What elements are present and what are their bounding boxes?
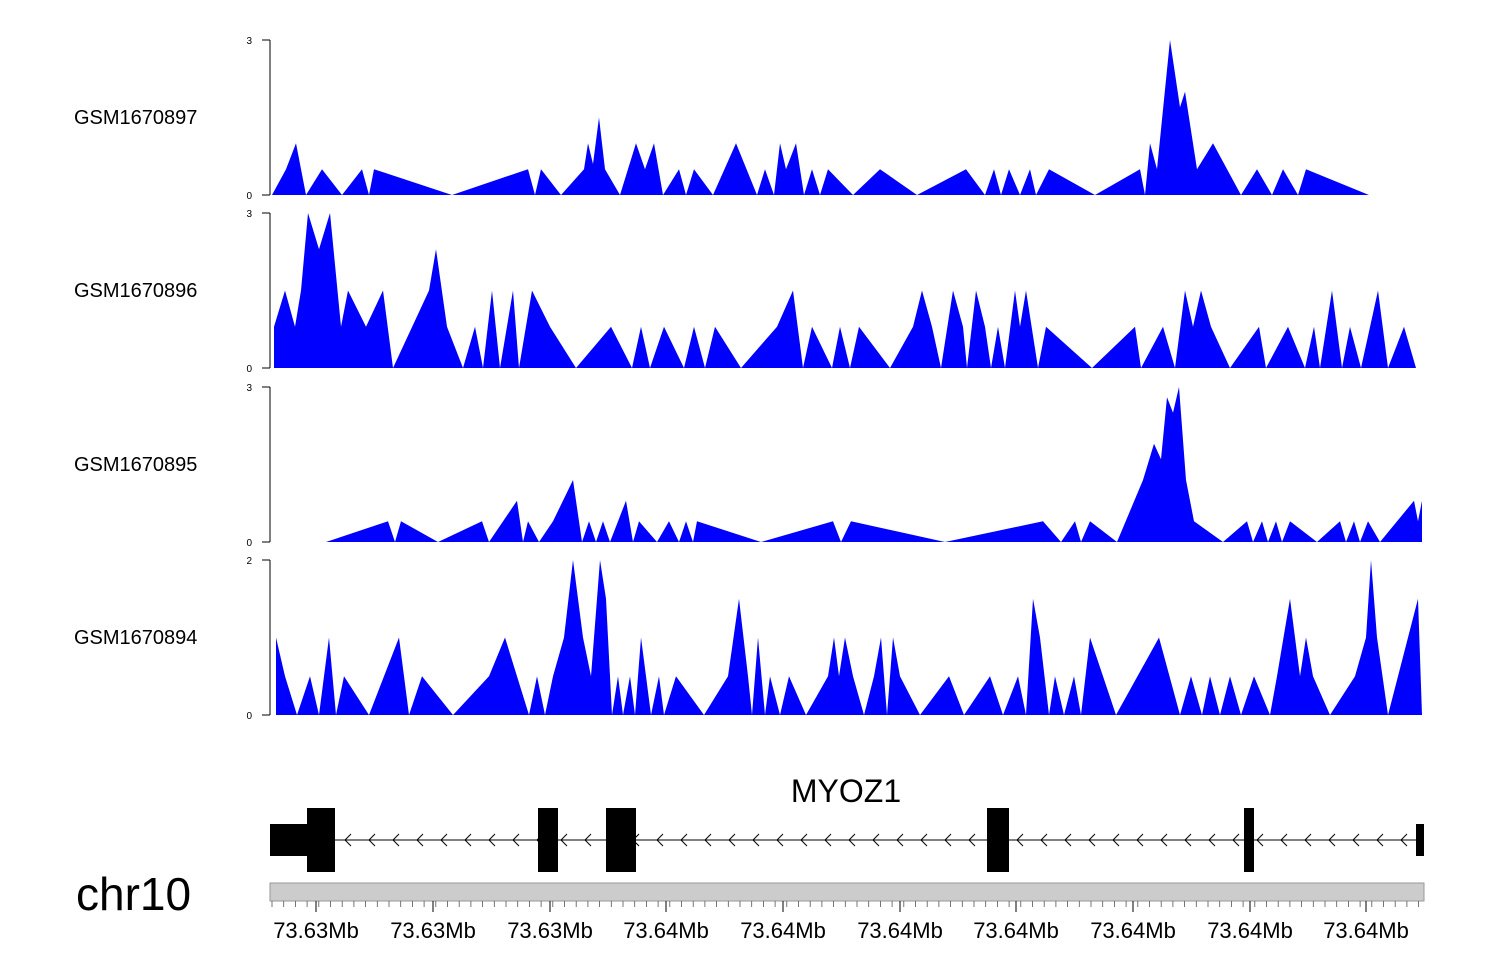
strand-arrow (728, 833, 736, 847)
x-tick-label: 73.64Mb (740, 918, 826, 943)
gene-name-label: MYOZ1 (791, 773, 901, 809)
strand-arrow (512, 833, 520, 847)
strand-arrow (440, 833, 448, 847)
y-tick-label-max: 3 (246, 383, 252, 394)
strand-arrow (704, 833, 712, 847)
strand-arrow (1088, 833, 1096, 847)
x-tick-label: 73.63Mb (507, 918, 593, 943)
strand-arrow (872, 833, 880, 847)
y-tick-label-min: 0 (246, 191, 252, 202)
strand-arrow (1328, 833, 1336, 847)
chromosome-label: chr10 (76, 868, 191, 920)
strand-arrow (1400, 833, 1408, 847)
coverage-area-GSM1670896 (274, 213, 1416, 368)
coverage-area-GSM1670897 (272, 40, 1369, 195)
coverage-area-GSM1670895 (326, 387, 1422, 542)
coverage-area-GSM1670894 (276, 560, 1422, 715)
strand-arrow (416, 833, 424, 847)
strand-arrow (848, 833, 856, 847)
exon-block (1416, 824, 1424, 856)
strand-arrow (488, 833, 496, 847)
x-tick-label: 73.64Mb (623, 918, 709, 943)
strand-arrow (368, 833, 376, 847)
strand-arrow (1280, 833, 1288, 847)
strand-arrow (1304, 833, 1312, 847)
x-tick-label: 73.64Mb (1207, 918, 1293, 943)
x-tick-label: 73.64Mb (1090, 918, 1176, 943)
strand-arrow (896, 833, 904, 847)
track-label-GSM1670896: GSM1670896 (74, 280, 197, 302)
x-tick-label: 73.64Mb (1323, 918, 1409, 943)
strand-arrow (824, 833, 832, 847)
chromosome-bar (269, 882, 1425, 902)
track-label-GSM1670895: GSM1670895 (74, 454, 197, 476)
y-tick-label-max: 3 (246, 36, 252, 47)
strand-arrow (392, 833, 400, 847)
track-label-GSM1670894: GSM1670894 (74, 627, 197, 649)
strand-arrow (1376, 833, 1384, 847)
strand-arrow (968, 833, 976, 847)
strand-arrow (776, 833, 784, 847)
x-tick-label: 73.64Mb (973, 918, 1059, 943)
strand-arrow (656, 833, 664, 847)
exon-block (307, 808, 335, 872)
strand-arrow (1352, 833, 1360, 847)
strand-arrow (464, 833, 472, 847)
exon-block (538, 808, 558, 872)
strand-arrow (584, 833, 592, 847)
strand-arrow (1160, 833, 1168, 847)
track-label-GSM1670897: GSM1670897 (74, 107, 197, 129)
strand-arrow (1232, 833, 1240, 847)
strand-arrow (1040, 833, 1048, 847)
strand-arrow (1208, 833, 1216, 847)
y-tick-label-min: 0 (246, 711, 252, 722)
strand-arrow (344, 833, 352, 847)
strand-arrow (1256, 833, 1264, 847)
strand-arrow (560, 833, 568, 847)
strand-arrow (1016, 833, 1024, 847)
y-tick-label-min: 0 (246, 364, 252, 375)
y-tick-label-max: 2 (246, 556, 252, 567)
x-tick-label: 73.63Mb (273, 918, 359, 943)
strand-arrow (920, 833, 928, 847)
y-tick-label-min: 0 (246, 538, 252, 549)
strand-arrow (1112, 833, 1120, 847)
x-tick-label: 73.64Mb (857, 918, 943, 943)
strand-arrow (1064, 833, 1072, 847)
strand-arrow (752, 833, 760, 847)
x-tick-label: 73.63Mb (390, 918, 476, 943)
strand-arrow (800, 833, 808, 847)
exon-block (270, 824, 310, 856)
strand-arrow (680, 833, 688, 847)
y-tick-label-max: 3 (246, 209, 252, 220)
strand-arrow (944, 833, 952, 847)
exon-block (987, 808, 1009, 872)
exon-block (606, 808, 636, 872)
strand-arrow (1136, 833, 1144, 847)
exon-block (1244, 808, 1254, 872)
strand-arrow (1184, 833, 1192, 847)
